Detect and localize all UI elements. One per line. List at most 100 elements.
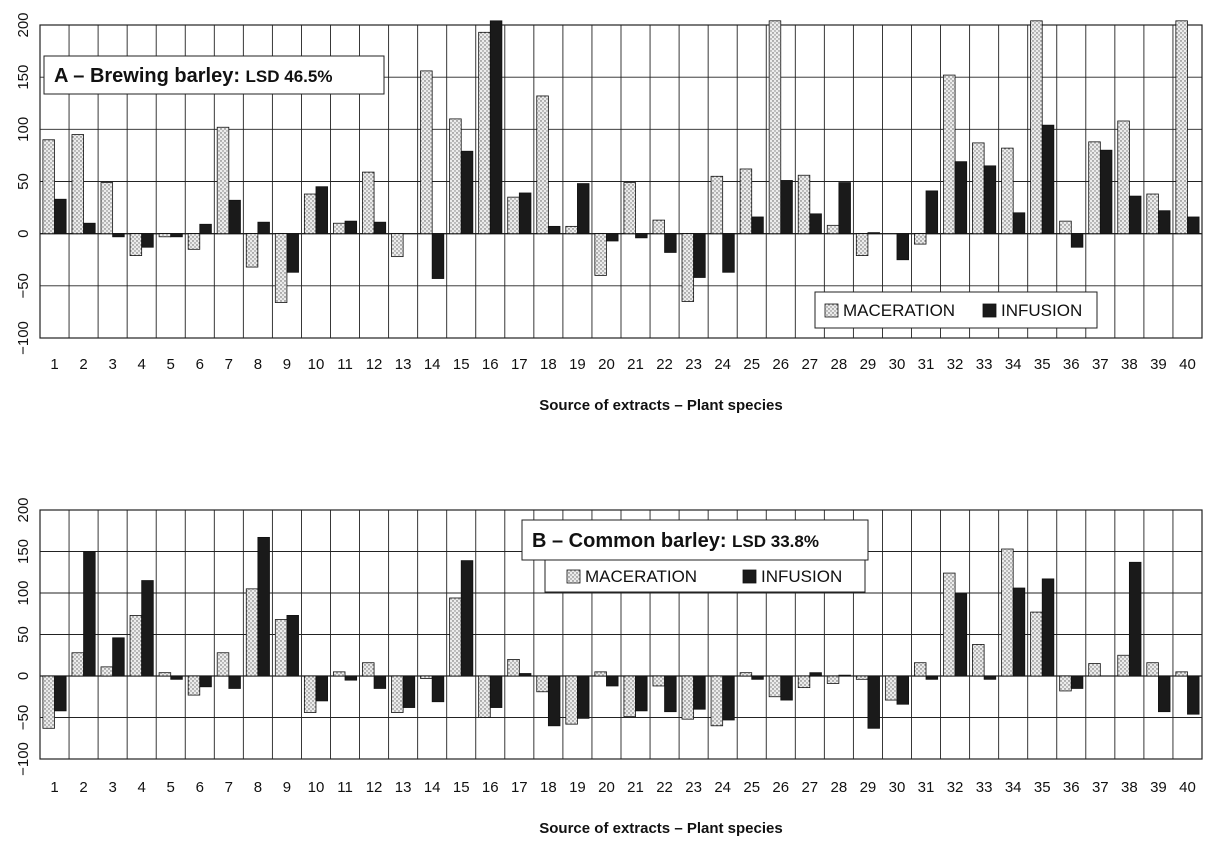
x-tick-label: 10 [308,356,325,373]
legend: MACERATION INFUSION [544,559,866,593]
infusion-legend-label: INFUSION [761,567,842,586]
x-tick-label: 14 [424,356,441,373]
infusion-bar [344,220,358,235]
x-tick-label: 12 [366,356,383,373]
maceration-bar [1117,654,1130,677]
lsd-annotation: LSD 46.5% [246,67,333,86]
x-tick-label: 37 [1092,779,1109,796]
maceration-bar [449,118,462,235]
infusion-bar [635,675,648,712]
x-tick-label: 15 [453,356,470,373]
x-tick-label: 35 [1034,356,1051,373]
infusion-bar [693,233,706,278]
maceration-bar [943,572,956,677]
y-tick-label: 150 [15,65,32,90]
maceration-bar [594,233,607,276]
maceration-bar [1175,671,1188,677]
infusion-bar [141,580,154,677]
x-tick-label: 34 [1005,356,1022,373]
infusion-bar [780,675,793,701]
maceration-bar [1030,611,1043,677]
infusion-bar [199,675,212,688]
x-tick-label: 20 [598,779,615,796]
maceration-bar [274,619,288,677]
maceration-bar [187,233,201,250]
infusion-bar [170,233,183,238]
legend-box [544,559,866,593]
chart-title-main: B – Common barley: [532,530,732,552]
infusion-bar [402,675,416,708]
infusion-bar [547,225,561,235]
x-tick-label: 12 [366,779,383,796]
x-tick-label: 1 [50,779,58,796]
infusion-bar [1070,675,1084,689]
x-tick-label: 22 [656,779,673,796]
x-tick-label: 7 [225,356,233,373]
x-tick-label: 27 [801,356,818,373]
x-tick-label: 13 [395,356,412,373]
x-tick-label: 40 [1179,356,1196,373]
infusion-bar [228,199,241,235]
infusion-bar [606,675,619,687]
x-tick-label: 6 [196,779,204,796]
maceration-bar [1001,548,1014,677]
infusion-bar [1187,675,1200,715]
x-tick-label: 24 [714,779,731,796]
maceration-bar [1030,20,1043,235]
infusion-bar [1128,195,1142,235]
infusion-bar [896,675,909,705]
infusion-bar [518,673,532,677]
infusion-bar [1158,675,1171,713]
maceration-bar [565,675,578,725]
x-tick-label: 38 [1121,779,1138,796]
infusion-bar [809,672,822,677]
x-tick-label: 19 [569,356,586,373]
maceration-bar [1117,120,1130,235]
infusion-bar [1012,212,1026,235]
x-tick-label: 9 [283,779,291,796]
x-tick-label: 16 [482,356,499,373]
x-tick-label: 13 [395,779,412,796]
infusion-bar [1041,124,1055,235]
infusion-bar [286,233,299,273]
infusion-bar [664,233,677,253]
x-tick-label: 31 [918,356,935,373]
x-tick-label: 11 [337,779,353,796]
x-tick-label: 21 [627,356,644,373]
infusion-bar [373,675,387,689]
maceration-bar [333,222,346,235]
maceration-bar [1088,141,1101,235]
maceration-bar [1146,662,1159,677]
maceration-bar [972,644,985,677]
maceration-bar [100,182,114,235]
infusion-legend-swatch [982,303,997,318]
x-tick-label: 8 [254,779,262,796]
infusion-bar [1158,210,1171,235]
x-axis-title: Source of extracts – Plant species [539,397,782,414]
infusion-bar [518,192,532,235]
x-tick-label: 15 [453,779,470,796]
maceration-bar [391,675,404,713]
maceration-bar [914,662,927,677]
chart-title: A – Brewing barley: LSD 46.5% [54,65,332,87]
maceration-bar [478,675,491,718]
maceration-bar [362,171,375,235]
maceration-bar [507,196,520,235]
legend: MACERATION INFUSION [814,291,1098,329]
infusion-bar [315,675,328,702]
infusion-bar [1070,233,1084,248]
maceration-bar [797,675,811,689]
y-tick-label: 50 [15,626,32,643]
maceration-bar [1146,193,1159,235]
x-tick-label: 14 [424,779,441,796]
maceration-bar [565,225,578,235]
x-axis-title: Source of extracts – Plant species [539,820,782,837]
infusion-bar [577,675,590,719]
y-tick-label: 200 [15,497,32,522]
x-tick-label: 36 [1063,779,1080,796]
maceration-bar [1175,20,1188,235]
maceration-bar [478,31,491,235]
infusion-bar [722,675,735,721]
